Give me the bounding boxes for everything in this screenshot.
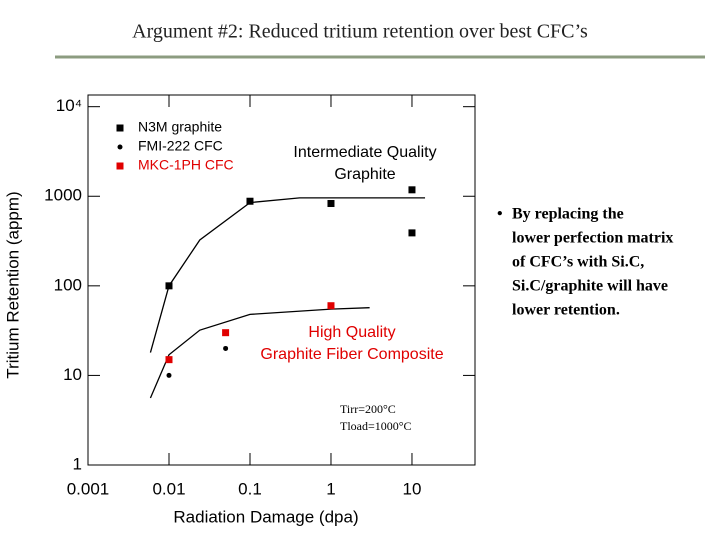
annotation: Graphite (334, 166, 395, 183)
y-axis-label: Tritium Retention (appm) (3, 191, 22, 378)
bullet-text: lower retention. (512, 302, 620, 319)
annotation: Tirr=200°C (340, 402, 396, 416)
data-point (222, 329, 230, 337)
data-point (408, 186, 416, 194)
data-point (246, 197, 254, 205)
bullet-glyph: • (497, 206, 503, 223)
y-tick-label: 1000 (44, 186, 82, 205)
annotation: Tload=1000°C (340, 419, 412, 433)
x-tick-label: 1 (326, 479, 335, 498)
legend-marker (116, 162, 124, 170)
data-point (165, 356, 173, 364)
data-point (327, 302, 335, 310)
x-tick-label: 10 (403, 479, 422, 498)
slide-title: Argument #2: Reduced tritium retention o… (132, 21, 588, 43)
fit-curve (149, 197, 426, 353)
plot-frame (87, 94, 476, 466)
data-point (223, 345, 229, 351)
y-tick-label: 10 (63, 365, 82, 384)
y-tick-label: 10⁴ (56, 96, 82, 115)
y-tick-label: 1 (73, 454, 82, 473)
bullet-text: Si.C/graphite will have (512, 278, 668, 295)
x-tick-label: 0.001 (67, 479, 110, 498)
legend-label: MKC-1PH CFC (138, 157, 234, 173)
data-point (165, 282, 173, 290)
annotation: Intermediate Quality (293, 144, 436, 161)
legend-marker (117, 144, 123, 150)
bullet-text: By replacing the (512, 206, 624, 223)
annotation: High Quality (308, 324, 395, 341)
y-tick-label: 100 (54, 275, 82, 294)
legend-label: FMI-222 CFC (138, 138, 223, 154)
annotation: Graphite Fiber Composite (260, 346, 443, 363)
x-tick-label: 0.01 (152, 479, 185, 498)
legend-marker (116, 124, 124, 132)
x-tick-label: 0.1 (238, 479, 262, 498)
data-point (166, 372, 172, 378)
bullet-text: lower perfection matrix (512, 230, 673, 247)
legend-label: N3M graphite (138, 119, 222, 135)
data-point (327, 200, 335, 208)
bullet-text: of CFC’s with Si.C, (512, 254, 644, 271)
data-point (408, 229, 416, 237)
x-axis-label: Radiation Damage (dpa) (173, 507, 358, 526)
